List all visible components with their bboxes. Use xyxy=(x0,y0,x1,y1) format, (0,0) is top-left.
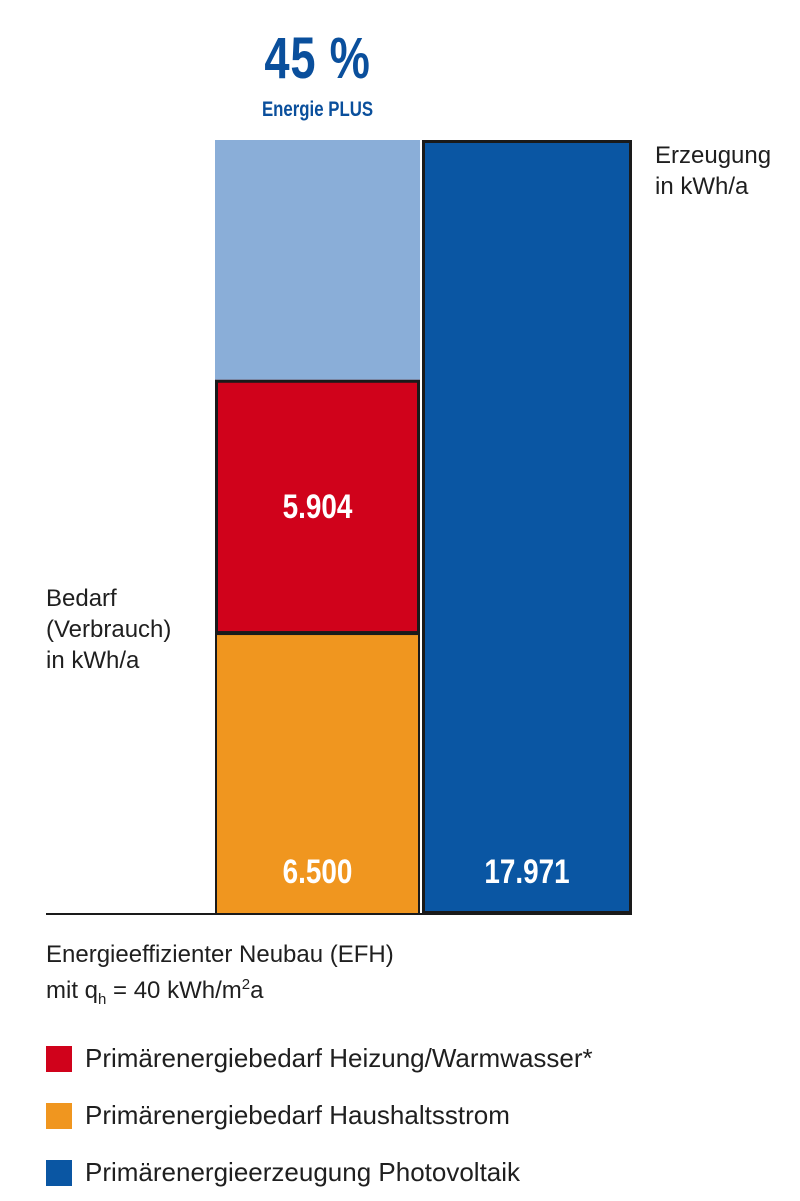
demand-label: Bedarf (Verbrauch) in kWh/a xyxy=(46,583,171,676)
caption-subscript: h xyxy=(98,990,107,1008)
caption-prefix: mit q xyxy=(46,977,99,1004)
demand-label-line: (Verbrauch) xyxy=(46,616,172,643)
chart-caption: Energieeffizienter Neubau (EFH) mit qh =… xyxy=(46,940,394,1015)
energy-plus-percent: 45 % xyxy=(264,26,371,91)
caption-mid: = 40 kWh/m xyxy=(106,977,242,1004)
caption-line-1: Energieeffizienter Neubau (EFH) xyxy=(46,941,394,968)
legend-swatch xyxy=(46,1159,72,1186)
legend-item-photovoltaic: Primärenergieerzeugung Photovoltaik xyxy=(46,1144,593,1201)
legend-item-heating: Primärenergiebedarf Heizung/Warmwasser* xyxy=(46,1030,593,1087)
legend-label: Primärenergieerzeugung Photovoltaik xyxy=(85,1157,521,1187)
bar-segment-0-0 xyxy=(215,634,420,914)
caption-line-2: mit qh = 40 kWh/m2a xyxy=(46,970,394,1015)
legend-item-household: Primärenergiebedarf Haushaltsstrom xyxy=(46,1087,593,1144)
bar-value-label: 17.971 xyxy=(484,852,569,890)
demand-label-line: Bedarf xyxy=(46,585,117,612)
bar-outline xyxy=(215,379,420,635)
bar-segment-0-1 xyxy=(215,379,420,635)
bar-segment-0-2 xyxy=(215,140,420,380)
bar-value-label: 6.500 xyxy=(283,852,353,890)
production-label: Erzeugung in kWh/a xyxy=(655,140,771,202)
legend: Primärenergiebedarf Heizung/Warmwasser* … xyxy=(46,1030,593,1201)
bar-value-label: 5.904 xyxy=(283,487,353,525)
production-label-line: in kWh/a xyxy=(655,173,749,200)
energy-plus-label: Energie PLUS xyxy=(261,98,374,121)
bar-segment-1-3 xyxy=(422,140,632,914)
chart-canvas: 6.500 5.904 17.971 xyxy=(46,140,632,915)
demand-label-line: in kWh/a xyxy=(46,647,140,674)
caption-superscript: 2 xyxy=(241,976,251,993)
legend-label: Primärenergiebedarf Haushaltsstrom xyxy=(85,1100,510,1130)
legend-swatch xyxy=(46,1045,72,1072)
production-label-line: Erzeugung xyxy=(655,142,772,169)
caption-suffix: a xyxy=(250,977,264,1004)
legend-label: Primärenergiebedarf Heizung/Warmwasser* xyxy=(85,1043,593,1073)
bar-outline xyxy=(422,140,632,914)
legend-swatch xyxy=(46,1102,72,1129)
